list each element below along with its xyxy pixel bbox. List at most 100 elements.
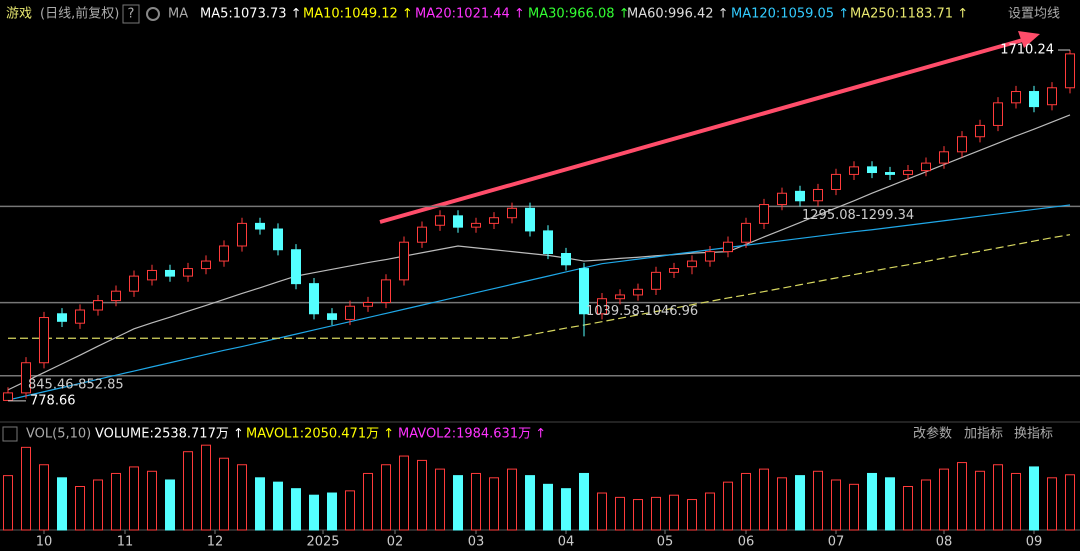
low-label: 778.66 (30, 393, 76, 408)
ma-legend: MA20:1021.44 ↑ (415, 7, 525, 22)
candle-body (921, 162, 931, 172)
mode: (日线,前复权) (40, 6, 119, 22)
ma-legend: MA5:1073.73 ↑ (200, 7, 302, 22)
volume-bar (363, 472, 373, 531)
candle-body (273, 228, 283, 251)
vol-title: VOL(5,10) (26, 427, 91, 442)
candle-body (75, 309, 85, 324)
candle-body (993, 102, 1003, 126)
volume-bar (507, 468, 517, 531)
candle-body (1065, 53, 1075, 89)
candle-body (885, 172, 895, 175)
volume-bar (327, 492, 337, 531)
ma-line (7, 114, 1071, 391)
candle-body (381, 279, 391, 303)
candle-body (597, 298, 607, 315)
settings-button[interactable]: 设置均线 (1008, 7, 1060, 22)
candle-body (1029, 91, 1039, 108)
volume-bar (543, 483, 553, 531)
candle-body (471, 222, 481, 228)
ma-line (7, 204, 1071, 401)
volume-bar (705, 492, 715, 531)
candle-body (3, 392, 13, 401)
volume-bar (597, 492, 607, 531)
candle-body (291, 249, 301, 285)
volume-bar (93, 479, 103, 531)
volume-bar (1047, 477, 1057, 531)
help[interactable]: ? (128, 7, 135, 22)
x-tick-label: 02 (387, 535, 404, 550)
volume-bar (147, 470, 157, 531)
x-tick-label: 07 (828, 535, 845, 550)
volume-bar (129, 466, 139, 531)
candle-body (975, 124, 985, 138)
volume-bar (723, 481, 733, 531)
volume-bar (39, 464, 49, 531)
trend-arrow (379, 36, 1031, 224)
volume-bar (867, 472, 877, 531)
volume-bar (201, 444, 211, 531)
volume-bar (777, 477, 787, 531)
candle-body (633, 288, 643, 296)
help-box[interactable] (122, 4, 140, 24)
candle-body (1047, 87, 1057, 106)
candle-body (903, 170, 913, 175)
volume-bar (795, 475, 805, 531)
candle-body (867, 166, 877, 174)
candle-body (327, 313, 337, 320)
volume-bar (1011, 472, 1021, 531)
high-label: 1710.24 (1000, 43, 1054, 58)
volume-bar (903, 486, 913, 531)
candle-body (183, 268, 193, 277)
level-label: 1295.08-1299.34 (802, 208, 914, 223)
candle-body (507, 207, 517, 219)
candle-body (345, 305, 355, 320)
ma-legend: MA250:1183.71 ↑ (850, 7, 968, 22)
volume-bar (651, 496, 661, 531)
x-tick-label: 11 (117, 535, 134, 550)
ma-label: MA (168, 7, 188, 22)
trend-arrow-head (1018, 31, 1040, 48)
x-tick-label: 04 (558, 535, 575, 550)
volume-bar (579, 472, 589, 531)
candle-body (723, 241, 733, 253)
collapse-box[interactable] (2, 426, 18, 442)
x-tick-label: 06 (738, 535, 755, 550)
volume-bar (435, 468, 445, 531)
candle-body (39, 317, 49, 364)
volume-bar (831, 479, 841, 531)
volume-bar (417, 459, 427, 531)
vol-button[interactable]: 加指标 (964, 427, 1003, 442)
gear-icon[interactable] (146, 7, 160, 21)
volume-bar (237, 464, 247, 531)
ma-legend: MA30:966.08 ↑ (528, 7, 630, 22)
volume-bar (525, 475, 535, 531)
volume-bar (1065, 474, 1075, 531)
candle-body (705, 251, 715, 262)
volume-bar (453, 475, 463, 531)
vol-button[interactable]: 改参数 (913, 426, 952, 442)
volume-bar (687, 499, 697, 531)
candle-body (21, 362, 31, 394)
candle-body (435, 215, 445, 226)
volume-bar (219, 457, 229, 531)
ma-legend: MA120:1059.05 ↑ (731, 7, 849, 22)
vol-legend: MAVOL2:1984.631万 ↑ (398, 427, 546, 442)
candle-body (687, 260, 697, 268)
volume-bar (741, 472, 751, 531)
candle-body (489, 217, 499, 224)
candle-body (1011, 91, 1021, 104)
candle-body (651, 271, 661, 290)
candle-body (741, 222, 751, 243)
candle-body (561, 253, 571, 266)
volume-bar (849, 483, 859, 531)
vol-legend: VOLUME:2538.717万 ↑ (95, 427, 244, 442)
level-label: 845.46-852.85 (28, 377, 124, 392)
candle-body (93, 300, 103, 311)
candle-body (147, 269, 157, 281)
candle-body (777, 192, 787, 206)
vol-button[interactable]: 换指标 (1014, 427, 1053, 442)
volume-bar (633, 499, 643, 531)
